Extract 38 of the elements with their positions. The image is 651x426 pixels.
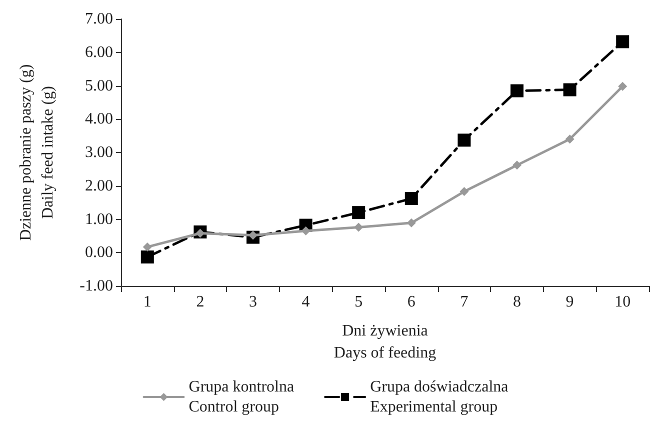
y-tick-label: 2.00 [85,177,113,194]
point [406,218,416,228]
legend-label: Grupa doświadczalna Experimental group [370,378,508,416]
x-tick-label: 6 [407,294,416,310]
point [352,206,366,220]
x-tick-label: 1 [143,294,152,310]
x-tick-label: 7 [460,294,468,310]
x-tick-label: 2 [196,294,204,310]
x-tick-label: 10 [614,294,631,310]
x-tick-label: 4 [302,294,310,310]
point [458,134,471,147]
y-tick-label: 3.00 [85,144,113,161]
y-tick-label: 4.00 [85,110,113,128]
x-tick-label: 9 [566,294,574,310]
legend-label: Grupa kontrolna Control group [188,378,294,416]
x-tick-label: 8 [513,294,521,310]
point [510,84,524,98]
x-tick-label: 5 [354,294,363,310]
x-tick-label: 3 [249,294,257,310]
y-tick-label: 5.00 [85,77,113,94]
point [563,83,576,96]
point [142,242,152,252]
point [404,192,418,206]
y-tick-label: 0.00 [85,244,113,262]
point [565,134,574,144]
y-axis-title: Dzienne pobranie paszy (g) Daily feed intake (g) [18,64,56,241]
point [512,160,522,170]
y-tick-label: 7.00 [85,10,113,28]
point [301,226,310,236]
point [618,82,628,91]
point [616,35,630,48]
point [140,250,154,264]
point [354,222,364,232]
x-axis-title: Dni żywienia Days of feeding [334,322,436,362]
y-tick-label: 6.00 [85,44,113,61]
y-tick-label: 1.00 [85,210,113,228]
y-tick-label: -1.00 [80,278,113,294]
point [460,187,469,196]
